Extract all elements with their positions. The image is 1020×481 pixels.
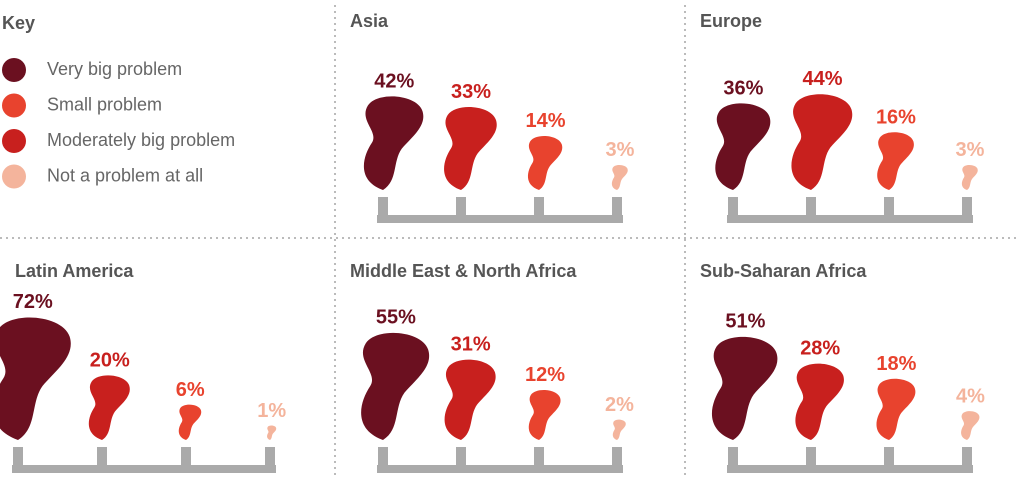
key-label: Moderately big problem [47,130,235,150]
chimney [456,197,466,223]
plume [961,164,978,190]
key-label: Small problem [47,94,162,114]
chimney [181,447,191,473]
chimney [806,447,816,473]
chimney [806,197,816,223]
chimney [612,447,622,473]
plume [611,164,628,190]
panel-title: Sub-Saharan Africa [700,261,867,281]
chimney [962,447,972,473]
plume [791,94,853,190]
chimney-base [377,215,623,223]
value-label: 2% [605,394,634,416]
chimney-base [727,215,973,223]
value-label: 44% [803,68,843,90]
value-label: 31% [451,334,491,356]
key-title: Key [2,13,35,33]
plume [444,107,497,190]
value-label: 18% [876,353,916,375]
chimney [884,447,894,473]
panel-title: Latin America [15,261,134,281]
key-swatch [2,93,26,118]
plume [267,425,277,440]
value-label: 42% [374,70,414,92]
key-label: Very big problem [47,59,182,79]
plume [715,103,771,190]
value-label: 72% [13,291,53,313]
chimney [728,447,738,473]
value-label: 6% [176,379,205,401]
plume [795,363,844,440]
panel-title: Europe [700,11,762,31]
chimney [378,447,388,473]
plume [961,411,980,440]
key-label: Not a problem at all [47,165,203,185]
value-label: 1% [257,400,286,422]
chimney-base [727,465,973,473]
chimney [884,197,894,223]
value-label: 14% [525,110,565,132]
plume [363,96,424,190]
chimney-base [12,465,276,473]
panel-title: Middle East & North Africa [350,261,577,281]
plume [527,135,563,190]
chimney [97,447,107,473]
value-label: 33% [451,81,491,103]
chimney [534,447,544,473]
plume [444,359,496,440]
plume [361,332,430,440]
value-label: 12% [525,364,565,386]
plume [876,378,916,440]
key-swatch [2,164,26,189]
chimney [612,197,622,223]
plume [528,389,561,440]
plume [711,336,778,440]
value-label: 28% [800,338,840,360]
chimney [962,197,972,223]
value-label: 4% [956,385,985,407]
value-label: 36% [723,77,763,99]
chimney-base [377,465,623,473]
value-label: 3% [606,139,635,161]
chimney [265,447,275,473]
chimney [13,447,23,473]
value-label: 51% [725,311,765,333]
chimney [534,197,544,223]
chimney [378,197,388,223]
plume [0,317,71,440]
plume [178,404,202,440]
value-label: 3% [956,139,985,161]
key-swatch [2,58,26,82]
value-label: 20% [90,349,130,371]
chimney [456,447,466,473]
plume [612,419,626,440]
panel-title: Asia [350,11,389,31]
chimney [728,197,738,223]
plume [88,375,130,440]
key-swatch [2,129,26,153]
plume [877,132,914,190]
value-label: 16% [876,106,916,128]
value-label: 55% [376,307,416,329]
